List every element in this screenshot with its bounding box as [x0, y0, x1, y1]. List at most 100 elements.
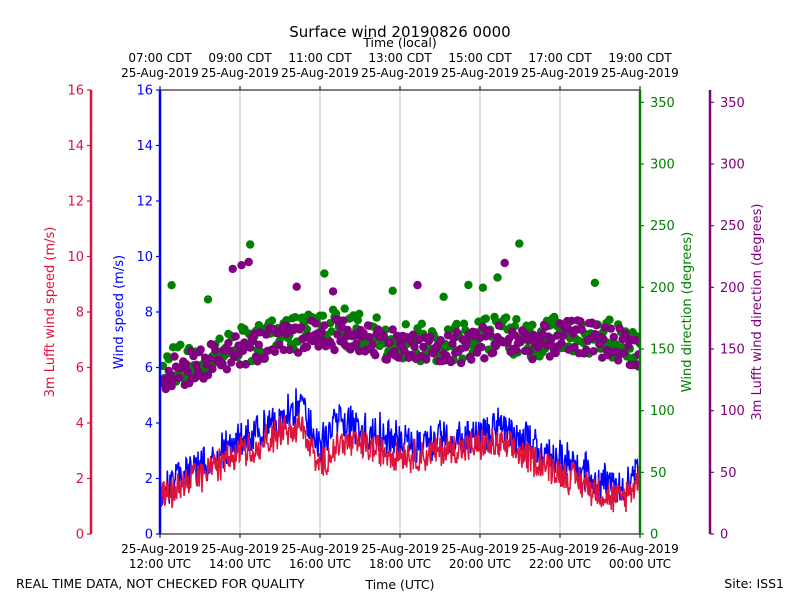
lufft-dir-point: [606, 324, 616, 333]
axes: 25-Aug-2019 12:00 UTC 25-Aug-2019 14:00 UTC…: [43, 51, 765, 571]
wind-speed-tick-label: 12: [136, 195, 153, 210]
lufft-dir-point: [582, 345, 591, 354]
lufft-dir-tick-label: 300: [720, 158, 745, 173]
lufft-dir-tick-label: 50: [720, 466, 737, 481]
wind-dir-point: [215, 334, 224, 343]
lufft-dir-point: [557, 339, 566, 348]
lufft-dir-point: [500, 258, 509, 268]
x-tick-label-utc-date: 25-Aug-2019: [441, 542, 519, 556]
lufft-dir-point: [363, 321, 373, 330]
wind-dir-point: [203, 295, 213, 304]
site-label: Site: ISS1: [724, 576, 784, 591]
wind-dir-point: [515, 239, 524, 248]
wind-dir-point: [372, 313, 381, 322]
lufft-dir-tick-label: 250: [720, 219, 745, 234]
lufft-dir-axis-label: 3m Lufft wind direction (degrees): [750, 204, 765, 421]
lufft-dir-point: [211, 346, 220, 355]
x-tick-label-local-date: 25-Aug-2019: [521, 66, 599, 80]
x-tick-label-utc-time: 12:00 UTC: [129, 557, 191, 571]
lufft-dir-tick-label: 350: [720, 96, 745, 111]
lufft-dir-point: [408, 330, 418, 339]
x-tick-label-utc-date: 25-Aug-2019: [281, 542, 359, 556]
bottom-axis-title: Time (UTC): [364, 577, 434, 592]
lufft-speed-axis-label: 3m Lufft wind speed (m/s): [43, 227, 58, 398]
wind-dir-point: [388, 286, 397, 295]
lufft-dir-point: [551, 348, 560, 358]
lufft-dir-point: [205, 354, 214, 363]
lufft-dir-point: [477, 343, 486, 352]
lufft-dir-point: [576, 317, 585, 326]
wind-dir-point: [355, 309, 364, 318]
wind-dir-point: [478, 283, 488, 292]
wind-dir-point: [493, 273, 502, 282]
lufft-dir-point: [183, 367, 192, 376]
wind-dir-point: [528, 320, 537, 329]
wind-dir-point: [320, 269, 329, 278]
chart-title: Surface wind 20190826 0000: [289, 23, 510, 41]
wind-dir-point: [417, 319, 426, 328]
lufft-dir-point: [260, 353, 269, 362]
lufft-dir-point: [426, 332, 435, 341]
lufft-dir-point: [462, 336, 472, 346]
lufft-dir-point: [192, 360, 201, 369]
lufft-dir-point: [379, 332, 389, 341]
plot-series: [160, 239, 640, 513]
wind-speed-tick-label: 4: [145, 417, 153, 432]
x-tick-label-local-date: 25-Aug-2019: [121, 66, 199, 80]
lufft-dir-point: [456, 358, 466, 368]
lufft-dir-point: [241, 360, 250, 369]
lufft-dir-point: [182, 360, 191, 369]
lufft-dir-point: [225, 346, 234, 356]
lufft-dir-point: [413, 280, 422, 290]
lufft-speed-tick-label: 2: [76, 472, 84, 487]
lufft-dir-point: [296, 323, 306, 332]
lufft-dir-point: [254, 340, 264, 349]
lufft-dir-point: [246, 343, 255, 352]
wind-speed-tick-label: 6: [145, 361, 153, 376]
x-tick-label-utc-date: 26-Aug-2019: [601, 542, 679, 556]
wind-speed-tick-label: 0: [145, 528, 153, 543]
wind-dir-point: [167, 281, 176, 290]
x-tick-label-local-date: 25-Aug-2019: [201, 66, 279, 80]
lufft-dir-point: [615, 324, 624, 333]
lufft-dir-point: [570, 342, 579, 352]
lufft-dir-point: [436, 336, 445, 345]
lufft-dir-point: [400, 346, 409, 356]
x-tick-label-local-date: 25-Aug-2019: [441, 66, 519, 80]
wind-speed-axis-label: Wind speed (m/s): [112, 255, 127, 369]
lufft-speed-tick-label: 14: [67, 139, 84, 154]
lufft-dir-point: [614, 356, 623, 365]
lufft-speed-tick-label: 0: [76, 528, 84, 543]
lufft-dir-point: [368, 340, 377, 349]
lufft-dir-point: [494, 321, 504, 330]
lufft-dir-point: [270, 347, 280, 356]
lufft-dir-point: [392, 331, 402, 340]
lufft-dir-point: [512, 346, 521, 355]
x-tick-label-utc-date: 25-Aug-2019: [521, 542, 599, 556]
lufft-dir-point: [619, 348, 629, 358]
lufft-dir-tick-label: 0: [720, 528, 728, 543]
wind-dir-point: [340, 304, 349, 313]
wind-dir-axis-label: Wind direction (degrees): [680, 232, 695, 392]
lufft-dir-point: [488, 348, 498, 357]
wind-speed-tick-label: 16: [136, 84, 153, 99]
wind-dir-point: [502, 313, 511, 322]
wind-dir-tick-label: 200: [650, 281, 675, 296]
lufft-dir-point: [359, 328, 368, 338]
wind-dir-point: [459, 319, 469, 328]
x-tick-label-utc-time: 14:00 UTC: [209, 557, 271, 571]
lufft-speed-tick-label: 12: [67, 195, 84, 210]
wind-dir-tick-label: 150: [650, 343, 675, 358]
lufft-dir-point: [352, 339, 361, 348]
wind-dir-point: [481, 314, 490, 323]
wind-dir-point: [176, 340, 185, 349]
wind-speed-tick-label: 8: [145, 306, 153, 321]
lufft-dir-point: [541, 322, 550, 332]
lufft-dir-point: [328, 287, 338, 296]
lufft-dir-tick-label: 200: [720, 281, 745, 296]
lufft-dir-point: [632, 360, 640, 369]
wind-dir-tick-label: 300: [650, 158, 675, 173]
lufft-speed-tick-label: 4: [76, 417, 84, 432]
x-tick-label-local-time: 15:00 CDT: [448, 51, 512, 65]
x-tick-label-utc-time: 00:00 UTC: [609, 557, 671, 571]
